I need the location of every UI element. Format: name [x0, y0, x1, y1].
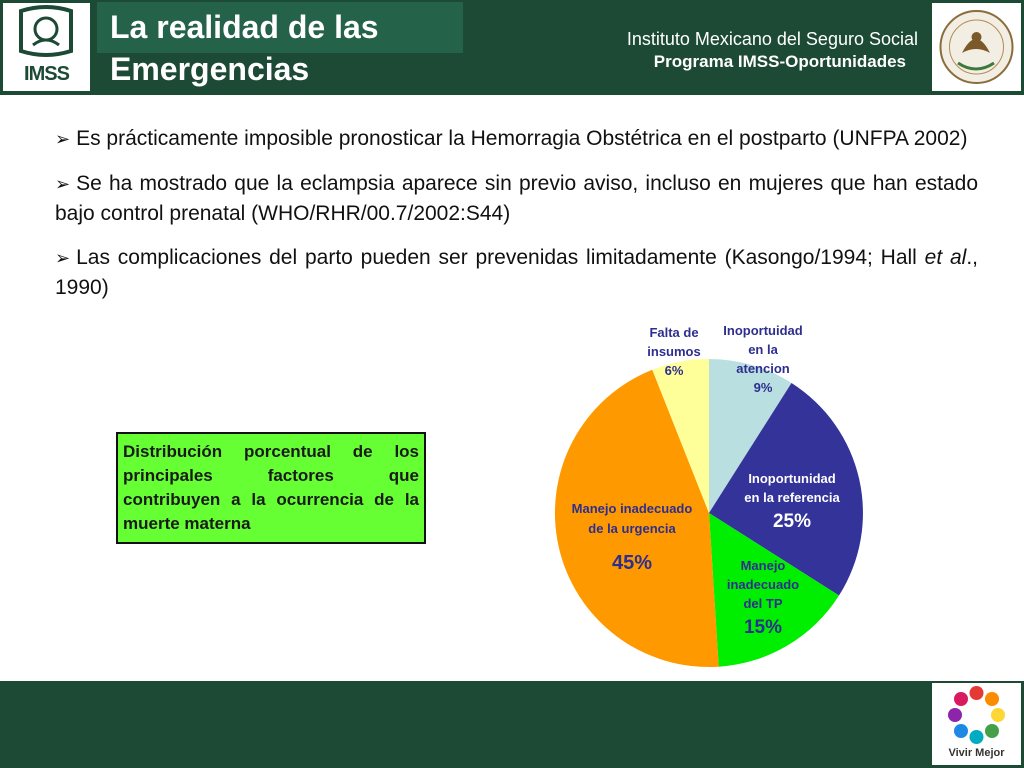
slice-label: Inoportuidad en la atencion 9%: [723, 325, 802, 395]
page-title: La realidad de las Emergencias: [110, 6, 470, 90]
title-band: [97, 2, 463, 53]
pie-slice: [554, 369, 719, 668]
pie-slice: [709, 383, 863, 596]
vivir-mejor-text: Vivir Mejor: [948, 747, 1005, 759]
bullet-item: ➢ Las complicaciones del parto pueden ser…: [55, 243, 978, 302]
page-title-line1: La realidad de las: [110, 9, 379, 45]
flower-logo-icon: [948, 686, 1005, 744]
imss-logo: IMSS: [3, 3, 90, 91]
pie-chart: Inoportuidad en la atencion 9% Inoportunidad…: [554, 325, 863, 668]
bullet-text: Las complicaciones del parto pueden ser …: [76, 246, 925, 269]
bullet-text-end: ., 1990): [55, 246, 978, 299]
pie-slice: [652, 359, 709, 513]
bullet-italic: et al: [924, 246, 967, 269]
eagle-seal-icon: [939, 10, 1014, 84]
vivir-mejor-logo: Vivir Mejor: [932, 683, 1021, 765]
slice-label: Falta de insumos 6%: [647, 325, 700, 378]
institution-name: Instituto Mexicano del Seguro Social: [626, 29, 918, 49]
page-title-line2: Emergencias: [110, 51, 310, 87]
slice-label: Manejo inadecuado de la urgencia 45%: [572, 501, 693, 574]
logo-text: IMSS: [24, 63, 70, 85]
slice-label: Inoportunidad en la referencia 25%: [744, 471, 840, 532]
pie-slice: [709, 359, 792, 513]
arrow-bullet-icon: ➢: [55, 174, 71, 194]
bullet-item: ➢ Se ha mostrado que la eclampsia aparece…: [55, 169, 978, 228]
arrow-bullet-icon: ➢: [55, 129, 71, 149]
national-seal: [932, 3, 1021, 91]
bullet-item: ➢ Es prácticamente imposible pronosticar …: [55, 124, 978, 154]
program-name: Programa IMSS-Oportunidades: [653, 52, 906, 71]
bullet-text: Es prácticamente imposible pronosticar l…: [76, 127, 968, 150]
imss-eagle-icon: [19, 5, 73, 57]
bullet-list: ➢ Es prácticamente imposible pronosticar …: [55, 124, 978, 317]
arrow-bullet-icon: ➢: [55, 248, 71, 268]
bullet-text: Se ha mostrado que la eclampsia aparece …: [55, 172, 978, 225]
footer-bar: [0, 681, 1024, 768]
pie-slice: [709, 513, 839, 667]
slice-label: Manejo inadecuado del TP 15%: [727, 558, 799, 638]
chart-description-box: Distribución porcentual de los principal…: [116, 432, 426, 544]
